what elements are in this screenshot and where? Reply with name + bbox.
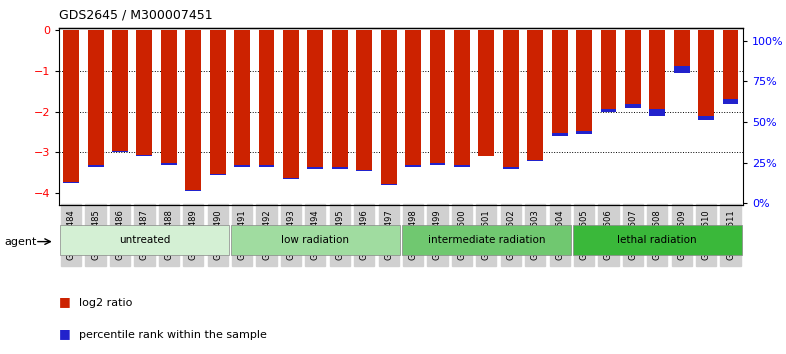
Bar (112, 30, 128, 153)
Bar (380, 30, 397, 185)
Bar (63, 30, 79, 183)
Bar (234, 30, 250, 167)
Bar (698, 116, 714, 120)
Bar (231, 225, 399, 255)
Bar (722, 30, 739, 104)
Bar (527, 30, 543, 161)
Bar (307, 167, 323, 169)
Bar (430, 30, 446, 165)
Bar (332, 30, 347, 169)
Bar (479, 30, 494, 156)
Bar (307, 30, 323, 169)
Bar (625, 104, 641, 108)
Bar (283, 178, 299, 179)
Bar (649, 30, 665, 116)
Bar (88, 165, 104, 167)
Text: GDS2645 / M300007451: GDS2645 / M300007451 (59, 9, 212, 22)
Bar (402, 225, 571, 255)
Bar (552, 30, 567, 136)
Bar (649, 109, 665, 116)
Bar (185, 30, 201, 191)
Bar (405, 30, 421, 167)
Bar (454, 30, 470, 167)
Bar (454, 165, 470, 167)
Bar (210, 173, 226, 175)
Text: log2 ratio: log2 ratio (79, 298, 132, 308)
Bar (674, 66, 689, 73)
Bar (356, 30, 372, 171)
Bar (601, 109, 616, 112)
Bar (479, 155, 494, 156)
Bar (61, 225, 229, 255)
Text: ■: ■ (59, 327, 71, 340)
Bar (137, 30, 152, 156)
Text: percentile rank within the sample: percentile rank within the sample (79, 330, 266, 340)
Bar (234, 165, 250, 167)
Bar (283, 30, 299, 179)
Bar (63, 182, 79, 183)
Bar (137, 155, 152, 156)
Bar (576, 30, 592, 134)
Text: ■: ■ (59, 295, 71, 308)
Bar (573, 225, 741, 255)
Bar (112, 151, 128, 153)
Bar (356, 170, 372, 171)
Text: untreated: untreated (119, 235, 170, 245)
Bar (552, 133, 567, 136)
Bar (161, 164, 177, 165)
Bar (259, 165, 274, 167)
Bar (88, 30, 104, 167)
Bar (430, 164, 446, 165)
Bar (210, 30, 226, 175)
Bar (161, 30, 177, 165)
Bar (503, 30, 519, 169)
Bar (601, 30, 616, 112)
Text: intermediate radiation: intermediate radiation (428, 235, 545, 245)
Bar (722, 99, 739, 104)
Bar (332, 167, 347, 169)
Bar (698, 30, 714, 120)
Bar (674, 30, 689, 73)
Bar (625, 30, 641, 108)
Bar (185, 190, 201, 191)
Text: lethal radiation: lethal radiation (618, 235, 697, 245)
Bar (576, 131, 592, 134)
Text: agent: agent (4, 238, 36, 247)
Text: low radiation: low radiation (281, 235, 350, 245)
Bar (380, 184, 397, 185)
Bar (259, 30, 274, 167)
Bar (405, 165, 421, 167)
Bar (503, 167, 519, 169)
Bar (527, 160, 543, 161)
